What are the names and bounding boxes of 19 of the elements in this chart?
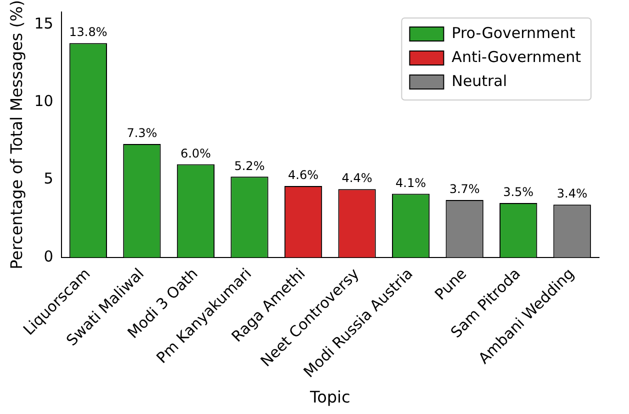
data-label: 3.5% bbox=[503, 185, 534, 200]
data-label: 4.6% bbox=[288, 168, 319, 182]
data-label: 6.0% bbox=[180, 146, 211, 160]
y-tick-label: 15 bbox=[34, 14, 54, 32]
data-label: 4.4% bbox=[342, 171, 372, 186]
y-tick-label: 0 bbox=[44, 247, 54, 266]
y-tick-label: 10 bbox=[34, 92, 54, 110]
x-axis-title: Topic bbox=[309, 388, 350, 407]
legend-label: Neutral bbox=[452, 72, 508, 90]
y-axis-title: Percentage of Total Messages (%) bbox=[6, 0, 26, 270]
data-label: 4.1% bbox=[396, 176, 426, 190]
data-label: 3.7% bbox=[449, 182, 480, 196]
legend-label: Pro-Government bbox=[452, 24, 576, 42]
data-label: 3.4% bbox=[556, 186, 588, 201]
legend-label: Anti-Government bbox=[452, 48, 582, 66]
data-label: 7.3% bbox=[126, 126, 158, 140]
data-label: 13.8% bbox=[69, 25, 108, 40]
data-label: 5.2% bbox=[234, 158, 265, 173]
y-tick-label: 5 bbox=[44, 170, 54, 188]
